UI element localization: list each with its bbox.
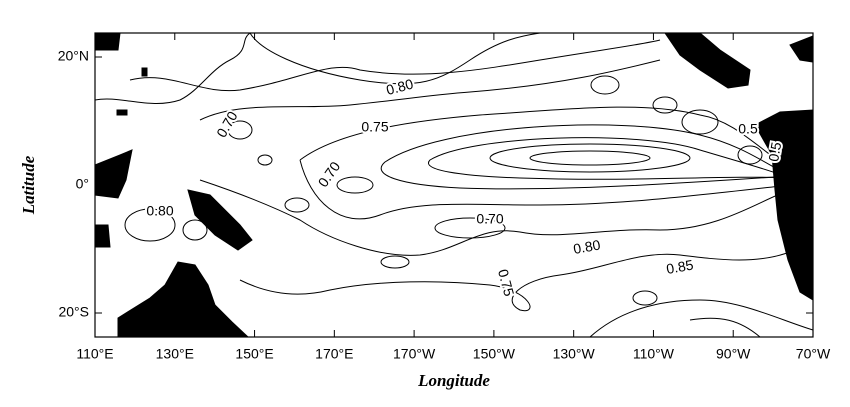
land-mass [664, 32, 751, 89]
contour-line [284, 197, 310, 213]
contour-line [124, 208, 176, 242]
y-tick-label: 20°S [58, 304, 89, 320]
x-axis-label: Longitude [417, 371, 490, 390]
contour-label: 0.80 [572, 236, 602, 257]
contour-label-group: 0.85 [663, 254, 697, 279]
land-mass [117, 261, 250, 338]
contour-label: 0.80 [384, 75, 415, 98]
contour-label-group: 0.70 [313, 156, 346, 192]
y-tick-label: 20°N [58, 48, 89, 64]
contour-label: 0.70 [315, 158, 344, 190]
contour-label-group: 0.5 [736, 119, 760, 139]
contour-line [681, 109, 719, 135]
contour-line [182, 219, 208, 241]
x-tick-label: 150°E [235, 346, 273, 362]
y-axis-label: Latitude [19, 155, 38, 215]
contour-label-group: 0.70 [474, 209, 505, 229]
x-tick-label: 150°W [473, 346, 516, 362]
y-tick-label: 0° [76, 176, 89, 192]
land-mass [141, 67, 148, 77]
land [94, 32, 814, 338]
contour-line [380, 255, 410, 269]
contour-line [257, 154, 273, 166]
contour-label-group: 0.80 [382, 73, 417, 100]
contour-line [227, 120, 253, 140]
contour-label: 0.80 [146, 203, 173, 219]
x-tick-label: 130°W [553, 346, 596, 362]
contour-line [199, 59, 791, 256]
land-mass [789, 35, 814, 63]
contour-line [336, 176, 374, 194]
contour-label-group: 0.80 [570, 234, 604, 259]
contour-line [737, 145, 763, 165]
x-tick-label: 110°W [633, 346, 675, 362]
contour-line [129, 39, 796, 312]
land-mass [94, 224, 111, 248]
contour-label: 0.75 [495, 267, 518, 298]
contour-label-group: 0.75 [359, 117, 390, 137]
contour-label-group: 0.80 [144, 201, 175, 221]
contour-line [652, 96, 678, 114]
contour-line [590, 75, 620, 95]
contour-label-group: 0.5 [763, 139, 786, 165]
contours [94, 32, 814, 338]
contour-label: 0.5 [765, 141, 784, 163]
land-mass [187, 189, 253, 251]
contour-label-group: 0.75 [493, 265, 520, 300]
x-tick-label: 110°E [76, 346, 113, 362]
contour-line [249, 32, 814, 338]
x-tick-label: 130°E [156, 346, 194, 362]
land-mass [754, 109, 814, 301]
contour-line [434, 217, 506, 239]
x-tick-label: 70°W [796, 346, 831, 362]
contour-line [299, 106, 791, 220]
contour-line [94, 32, 761, 338]
contour-label: 0.75 [361, 119, 388, 135]
contour-label: 0.5 [738, 121, 758, 137]
contour-line [529, 150, 651, 166]
x-tick-label: 170°E [315, 346, 353, 362]
contour-label: 0.70 [476, 211, 503, 227]
x-tick-label: 170°W [393, 346, 436, 362]
land-mass [94, 149, 133, 199]
contour-label: 0.85 [665, 256, 695, 277]
contour-line [489, 143, 691, 173]
land-mass [94, 32, 121, 51]
land-mass [116, 109, 128, 116]
contour-line [632, 290, 658, 306]
x-tick-label: 90°W [716, 346, 751, 362]
